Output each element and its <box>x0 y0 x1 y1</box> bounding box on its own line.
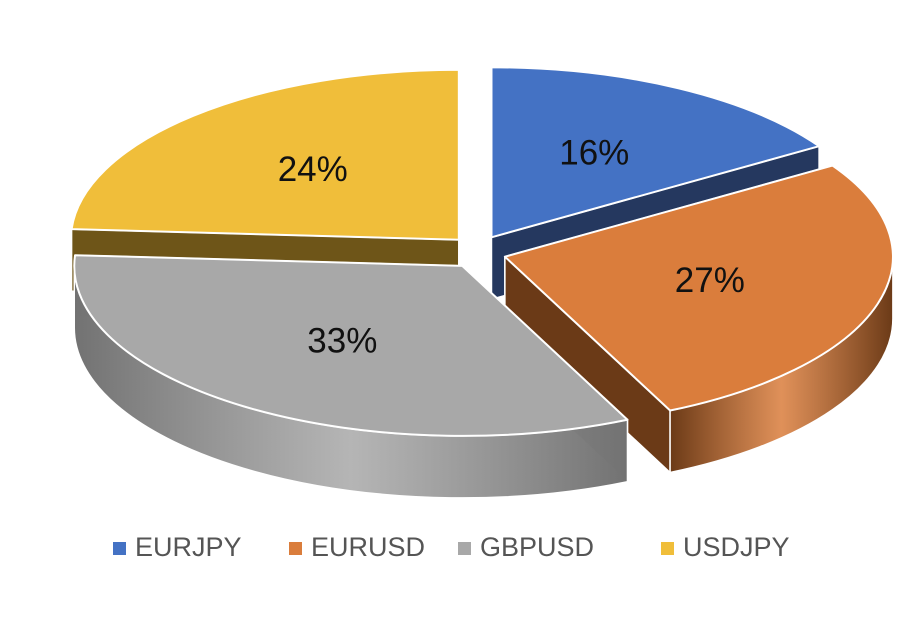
slice-eurusd <box>503 164 894 474</box>
legend-item-eurjpy: EURJPY <box>113 532 242 562</box>
slice-top <box>73 254 629 437</box>
slice-label-eurusd: 27% <box>675 261 745 300</box>
legend-label: USDJPY <box>683 532 790 562</box>
pie-slices <box>70 66 894 499</box>
legend-item-gbpusd: GBPUSD <box>458 532 594 562</box>
slice-gbpusd <box>73 254 629 499</box>
legend-item-eurusd: EURUSD <box>289 532 425 562</box>
legend-item-usdjpy: USDJPY <box>661 532 790 562</box>
slice-top <box>503 164 894 412</box>
legend-swatch <box>458 542 471 555</box>
legend-swatch <box>113 542 126 555</box>
legend: EURJPY EURUSD GBPUSD USDJPY <box>113 532 790 562</box>
slice-label-gbpusd: 33% <box>307 321 377 360</box>
legend-swatch <box>289 542 302 555</box>
slice-label-usdjpy: 24% <box>278 150 348 189</box>
legend-label: GBPUSD <box>480 532 594 562</box>
legend-label: EURUSD <box>311 532 425 562</box>
legend-swatch <box>661 542 674 555</box>
legend-label: EURJPY <box>135 532 242 562</box>
slice-labels: 16% 27% 33% 24% <box>278 134 745 361</box>
slice-label-eurjpy: 16% <box>559 134 629 173</box>
slice-top <box>490 66 821 239</box>
slice-top <box>70 68 460 241</box>
